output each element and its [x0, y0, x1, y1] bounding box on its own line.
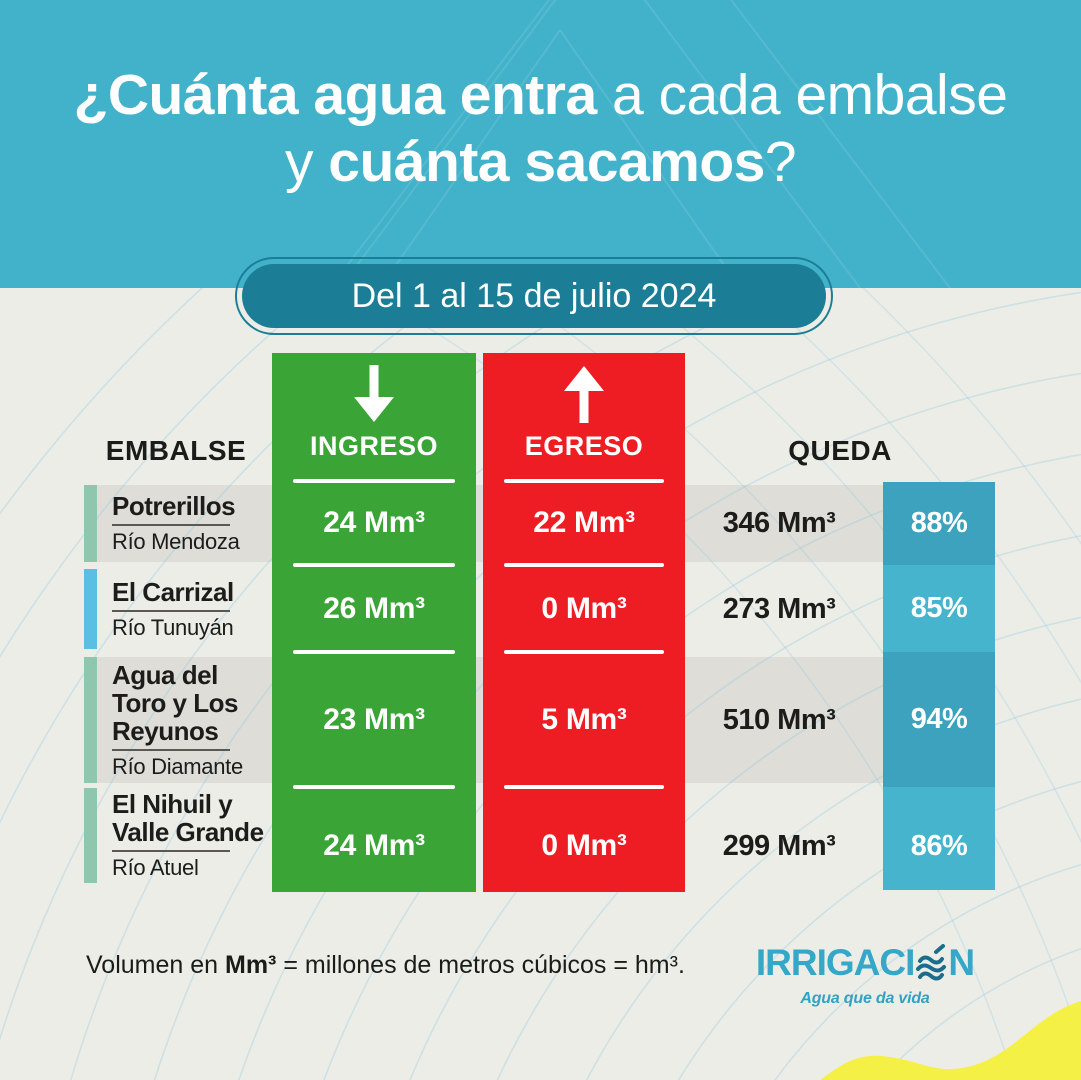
queda-value: 510 Mm³: [722, 703, 836, 736]
logo-tagline: Agua que da vida: [800, 990, 930, 1007]
percent-value: 85%: [910, 592, 968, 624]
queda-value: 346 Mm³: [722, 507, 836, 539]
header-banner: [0, 0, 1081, 288]
percent-cell: 85%: [883, 565, 995, 652]
reservoir-name: Agua del Toro y Los Reyunos: [112, 659, 238, 746]
name-underline: [112, 524, 230, 526]
date-range-label: Del 1 al 15 de julio 2024: [351, 276, 717, 315]
queda-cell: 510 Mm³: [686, 657, 872, 783]
row-accent-bar: [84, 485, 97, 562]
ingreso-value: 24 Mm³: [323, 506, 425, 539]
arrow-up-icon: [564, 366, 604, 423]
queda-value: 273 Mm³: [722, 592, 836, 625]
column-header-ingreso: INGRESO: [309, 431, 439, 461]
logo-text: N: [948, 942, 975, 983]
row-accent-bar: [84, 657, 97, 783]
row-accent-bar: [84, 569, 97, 649]
date-range-pill: Del 1 al 15 de julio 2024: [235, 257, 833, 335]
drop-pattern-icon: [329, 0, 951, 288]
river-name: Río Diamante: [112, 753, 243, 779]
ingreso-value: 26 Mm³: [323, 591, 425, 625]
footnote: Volumen en Mm³ = millones de metros cúbi…: [86, 951, 685, 979]
reservoir-name: Potrerillos: [112, 491, 236, 521]
egreso-value: 5 Mm³: [541, 702, 627, 736]
name-underline: [112, 748, 230, 751]
reservoir-name: El Nihuil y Valle Grande: [112, 789, 264, 847]
egreso-value: 22 Mm³: [533, 506, 635, 539]
percent-value: 94%: [910, 703, 968, 735]
percent-cell: 86%: [883, 787, 995, 890]
row-accent-bar: [84, 788, 97, 883]
page-title: ¿Cuánta agua entra a cada embalse y cuán…: [73, 63, 1008, 194]
river-name: Río Mendoza: [112, 529, 240, 554]
arrow-down-icon: [354, 365, 394, 422]
row-label: El Carrizal Río Tunuyán: [112, 569, 276, 649]
logo-waves-o-icon: [916, 944, 947, 981]
queda-value: 299 Mm³: [722, 829, 836, 862]
queda-cell: 299 Mm³: [686, 788, 872, 883]
egreso-value: 0 Mm³: [541, 591, 627, 625]
percent-value: 86%: [910, 829, 968, 862]
column-header-queda: QUEDA: [788, 435, 892, 466]
row-label: Agua del Toro y Los Reyunos Río Diamante: [112, 657, 276, 783]
column-header-egreso: EGRESO: [524, 431, 644, 461]
column-header-embalse: EMBALSE: [105, 435, 247, 466]
river-name: Río Tunuyán: [112, 614, 234, 640]
irrigacion-logo: IRRIGACI N Agua que da vida: [740, 942, 990, 1008]
ingreso-value: 24 Mm³: [323, 828, 425, 862]
ingreso-column: INGRESO 24 Mm³ 26 Mm³ 23 Mm³ 24 Mm³: [272, 353, 476, 892]
name-underline: [112, 609, 230, 612]
reservoir-name: El Carrizal: [112, 576, 234, 607]
ingreso-value: 23 Mm³: [323, 702, 425, 736]
egreso-column: EGRESO 22 Mm³ 0 Mm³ 5 Mm³ 0 Mm³: [483, 353, 685, 892]
percent-cell: 88%: [883, 482, 995, 565]
egreso-value: 0 Mm³: [541, 828, 627, 862]
name-underline: [112, 850, 230, 852]
percent-value: 88%: [910, 507, 968, 539]
queda-cell: 273 Mm³: [686, 569, 872, 649]
row-label: El Nihuil y Valle Grande Río Atuel: [112, 788, 276, 883]
river-name: Río Atuel: [112, 855, 199, 880]
queda-cell: 346 Mm³: [686, 485, 872, 562]
percent-cell: 94%: [883, 652, 995, 787]
logo-text: IRRIGACI: [755, 942, 915, 983]
row-label: Potrerillos Río Mendoza: [112, 485, 276, 562]
